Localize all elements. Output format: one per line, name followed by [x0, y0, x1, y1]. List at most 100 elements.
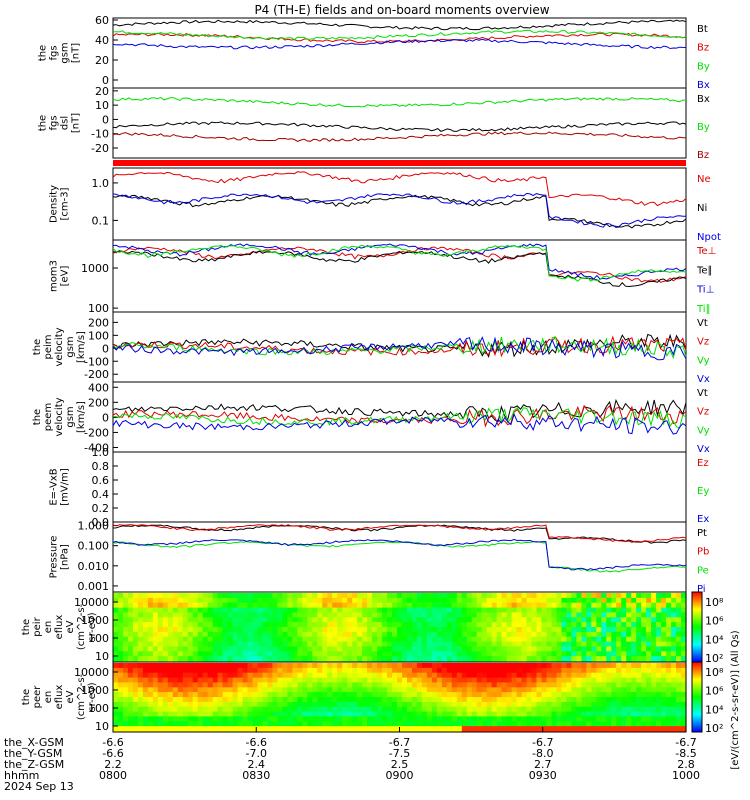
heatmap-cell: [606, 706, 612, 713]
ytick-label: 100: [88, 329, 109, 342]
heatmap-cell: [347, 677, 353, 684]
heatmap-cell: [192, 667, 199, 674]
heatmap-cell: [212, 612, 219, 618]
heatmap-cell: [387, 716, 393, 722]
heatmap-cell: [272, 687, 278, 693]
heatmap-cell: [297, 687, 303, 693]
heatmap-cell: [212, 646, 219, 652]
heatmap-cell: [182, 726, 189, 732]
heatmap-cell: [357, 641, 363, 648]
heatmap-cell: [227, 697, 234, 703]
heatmap-cell: [531, 593, 538, 599]
heatmap-cell: [601, 697, 607, 703]
heatmap-cell: [162, 726, 169, 732]
heatmap-cell: [641, 656, 647, 662]
heatmap-cell: [496, 692, 503, 698]
heatmap-cell: [491, 651, 498, 657]
heatmap-cell: [118, 602, 124, 609]
heatmap-cell: [352, 607, 358, 614]
heatmap-cell: [237, 701, 244, 708]
series-pt: [112, 524, 687, 544]
heatmap-cell: [352, 692, 358, 698]
heatmap-cell: [646, 602, 652, 609]
heatmap-cell: [113, 607, 119, 614]
heatmap-cell: [387, 631, 393, 638]
heatmap-cell: [297, 682, 303, 688]
heatmap-cell: [327, 602, 333, 609]
heatmap-cell: [377, 631, 383, 638]
heatmap-cell: [277, 597, 283, 604]
ylabel-line: [km/s]: [76, 331, 87, 363]
heatmap-cell: [372, 706, 378, 713]
heatmap-cell: [337, 721, 343, 727]
heatmap-cell: [646, 672, 652, 679]
heatmap-cell: [656, 701, 662, 708]
heatmap-cell: [471, 663, 478, 669]
heatmap-cell: [302, 692, 308, 698]
heatmap-cell: [491, 697, 498, 703]
heatmap-cell: [436, 663, 443, 669]
heatmap-cell: [242, 692, 249, 698]
heatmap-cell: [322, 612, 328, 618]
heatmap-cell: [661, 697, 667, 703]
heatmap-cell: [471, 597, 478, 604]
heatmap-cell: [586, 617, 592, 623]
heatmap-cell: [152, 706, 159, 713]
heatmap-cell: [596, 651, 602, 657]
heatmap-cell: [337, 612, 343, 618]
heatmap-cell: [561, 627, 567, 633]
heatmap-cell: [147, 663, 154, 669]
heatmap-cell: [576, 726, 582, 732]
heatmap-cell: [118, 631, 124, 638]
heatmap-cell: [113, 697, 119, 703]
heatmap-cell: [581, 667, 587, 674]
heatmap-cell: [676, 726, 682, 732]
heatmap-cell: [536, 663, 543, 669]
heatmap-cell: [257, 641, 264, 648]
heatmap-cell: [436, 607, 443, 614]
heatmap-cell: [157, 711, 164, 718]
heatmap-cell: [656, 721, 662, 727]
heatmap-cell: [232, 726, 239, 732]
heatmap-cell: [402, 627, 408, 633]
heatmap-cell: [526, 682, 533, 688]
heatmap-cell: [402, 721, 408, 727]
heatmap-cell: [367, 692, 373, 698]
heatmap-cell: [207, 706, 214, 713]
heatmap-cell: [192, 687, 199, 693]
panel-frame: [112, 451, 687, 523]
heatmap-cell: [177, 692, 184, 698]
heatmap-cell: [456, 631, 463, 638]
heatmap-cell: [471, 692, 478, 698]
heatmap-cell: [621, 706, 627, 713]
heatmap-cell: [426, 651, 433, 657]
heatmap-cell: [561, 697, 567, 703]
heatmap-cell: [362, 721, 368, 727]
heatmap-cell: [367, 672, 373, 679]
heatmap-cell: [317, 726, 323, 732]
heatmap-cell: [661, 636, 667, 643]
heatmap-cell: [676, 687, 682, 693]
heatmap-cell: [127, 716, 134, 722]
heatmap-cell: [546, 711, 553, 718]
heatmap-cell: [501, 667, 508, 674]
heatmap-cell: [137, 672, 144, 679]
legend-Vx: Vx: [697, 374, 710, 385]
heatmap-cell: [546, 622, 553, 628]
heatmap-cell: [252, 672, 259, 679]
heatmap-cell: [631, 726, 637, 732]
heatmap-cell: [436, 646, 443, 652]
heatmap-cell: [113, 667, 119, 674]
heatmap-cell: [197, 677, 204, 684]
heatmap-cell: [646, 641, 652, 648]
heatmap-cell: [332, 711, 338, 718]
heatmap-cell: [586, 672, 592, 679]
heatmap-cell: [416, 651, 423, 657]
heatmap-cell: [476, 612, 483, 618]
heatmap-cell: [287, 687, 293, 693]
heatmap-cell: [252, 631, 259, 638]
heatmap-cell: [392, 656, 398, 662]
heatmap-cell: [451, 682, 458, 688]
heatmap-cell: [387, 612, 393, 618]
